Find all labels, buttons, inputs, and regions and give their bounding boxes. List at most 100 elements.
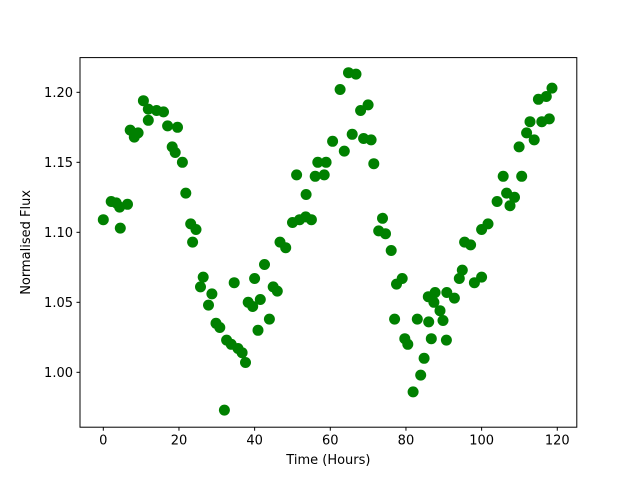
data-point — [259, 259, 270, 270]
data-point — [320, 156, 332, 168]
data-point — [187, 236, 199, 248]
data-point — [249, 273, 261, 284]
data-point — [425, 333, 437, 345]
data-point — [418, 352, 430, 364]
data-point — [513, 141, 525, 153]
y-tick-label: 1.00 — [44, 366, 73, 381]
data-point — [254, 294, 266, 305]
data-point — [540, 91, 552, 102]
data-point — [546, 82, 558, 94]
data-point — [423, 316, 435, 328]
data-point — [218, 404, 230, 416]
data-point — [180, 187, 192, 199]
data-point — [309, 170, 321, 182]
data-point — [543, 113, 555, 125]
data-point — [197, 271, 209, 283]
y-axis-title: Normalised Flux — [19, 190, 34, 295]
y-tick-label: 1.20 — [44, 86, 73, 101]
data-point — [327, 135, 339, 147]
data-point — [497, 170, 509, 182]
data-point — [521, 127, 533, 139]
data-point — [263, 313, 275, 325]
data-point — [190, 224, 202, 235]
data-point — [524, 116, 536, 128]
data-point — [158, 106, 169, 118]
data-point — [346, 128, 358, 140]
data-point — [132, 127, 144, 139]
x-tick-label: 0 — [99, 434, 107, 449]
x-axis-title: Time (Hours) — [285, 453, 370, 468]
data-point — [114, 222, 126, 234]
data-point — [407, 386, 419, 398]
data-point — [429, 287, 441, 298]
x-tick-label: 100 — [469, 434, 494, 449]
x-tick-label: 120 — [545, 434, 570, 449]
data-point — [206, 288, 218, 300]
y-tick-label: 1.15 — [44, 156, 73, 171]
data-point — [440, 334, 452, 346]
data-point — [137, 95, 149, 107]
data-point — [456, 264, 468, 276]
data-point — [437, 315, 449, 326]
data-point — [236, 347, 248, 359]
data-point — [334, 84, 346, 95]
y-tick-label: 1.05 — [44, 296, 73, 311]
data-point — [368, 158, 380, 170]
x-tick-label: 20 — [171, 434, 188, 449]
data-point — [516, 170, 528, 182]
data-point — [195, 281, 206, 293]
data-point — [122, 198, 133, 210]
data-point — [362, 99, 374, 111]
data-point — [350, 68, 362, 80]
data-point — [142, 103, 154, 115]
data-point — [377, 212, 388, 224]
x-tick-label: 60 — [322, 434, 339, 449]
data-point — [504, 200, 516, 212]
data-point — [355, 105, 367, 116]
data-point — [312, 156, 324, 168]
data-point — [465, 239, 477, 251]
data-point — [214, 322, 226, 333]
y-tick-label: 1.10 — [44, 226, 73, 241]
data-point — [169, 147, 181, 158]
data-point — [365, 134, 377, 146]
data-point — [97, 214, 109, 226]
data-point — [453, 273, 465, 284]
data-point — [291, 169, 303, 181]
plot-frame — [79, 57, 578, 428]
data-point — [441, 287, 453, 298]
data-point — [482, 218, 494, 230]
data-point — [380, 228, 391, 240]
data-point — [203, 299, 214, 311]
data-point — [402, 338, 414, 350]
data-point — [428, 296, 440, 308]
data-point — [142, 114, 154, 126]
data-point — [252, 324, 264, 336]
data-point — [228, 277, 240, 289]
x-tick-label: 80 — [398, 434, 415, 449]
data-point — [396, 273, 408, 284]
data-point — [389, 313, 401, 325]
data-point — [247, 301, 259, 312]
data-point — [528, 134, 540, 146]
data-point — [240, 357, 251, 368]
data-point — [318, 169, 330, 181]
data-point — [491, 196, 503, 207]
data-point — [448, 292, 460, 304]
data-point — [509, 191, 520, 203]
data-point — [300, 189, 312, 200]
data-point — [476, 271, 488, 283]
data-point — [415, 369, 427, 381]
data-point — [172, 121, 183, 133]
data-point — [338, 145, 350, 157]
x-tick-label: 40 — [246, 434, 263, 449]
data-point — [385, 245, 397, 256]
data-point — [162, 120, 174, 132]
data-point — [280, 242, 292, 254]
data-point — [411, 313, 423, 325]
data-point — [176, 156, 188, 168]
data-point — [271, 285, 283, 297]
data-point — [305, 214, 317, 226]
